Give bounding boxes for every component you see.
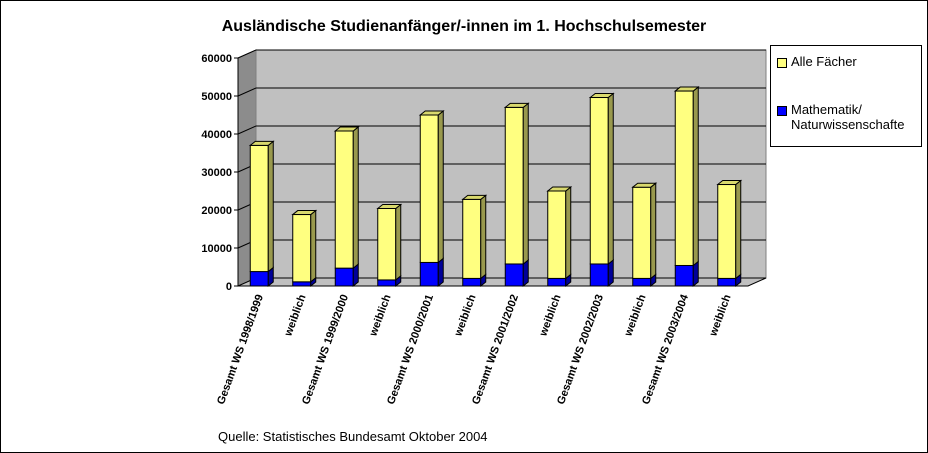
legend-item-alle-faecher: Alle Fächer: [777, 54, 926, 69]
bar-top: [716, 180, 743, 186]
bar-alle-faecher: [632, 186, 652, 279]
bar-mathematik: [674, 264, 694, 287]
chart-title: Ausländische Studienanfänger/-innen im 1…: [221, 18, 707, 35]
bar-alle-faecher-side: [480, 194, 487, 280]
bar-alle-faecher-side: [352, 125, 359, 270]
bar-top: [673, 86, 700, 92]
bar-mathematik: [334, 267, 354, 287]
bar-alle-faecher-side: [267, 140, 274, 273]
bar-top: [248, 140, 275, 146]
bar-alle-faecher: [589, 97, 609, 265]
bar-top: [588, 93, 615, 99]
bar-alle-faecher-side: [650, 182, 657, 280]
legend-label-mathematik: Mathematik/ Naturwissenschafte: [791, 102, 905, 132]
x-tick-label: Gesamt WS 2001/2002: [470, 293, 521, 406]
bar-top: [418, 110, 445, 116]
legend-item-mathematik: Mathematik/ Naturwissenschafte: [777, 102, 926, 132]
bar-alle-faecher-side: [565, 185, 572, 280]
bar-mathematik: [377, 279, 397, 287]
legend-swatch-alle-faecher: [777, 58, 787, 68]
bar-mathematik: [419, 261, 439, 287]
y-tick-label: 50000: [201, 91, 232, 103]
bar-alle-faecher-side: [395, 203, 402, 281]
x-tick-label: weiblich: [367, 293, 394, 339]
bar-mathematik: [249, 271, 269, 287]
bar-mathematik: [462, 277, 482, 287]
legend-label-alle-faecher: Alle Fächer: [791, 54, 857, 69]
bar-mathematik: [292, 281, 312, 287]
bar-alle-faecher: [547, 190, 567, 279]
bar-top: [291, 210, 318, 216]
x-tick-label: Gesamt WS 2003/2004: [640, 292, 691, 406]
x-tick-label: Gesamt WS 1998/1999: [215, 293, 266, 406]
y-tick-label: 10000: [201, 243, 232, 255]
bar-alle-faecher-side: [735, 179, 742, 280]
bar-top: [631, 182, 658, 188]
x-tick-label: Gesamt WS 2000/2001: [385, 293, 436, 406]
x-tick-label: weiblich: [537, 293, 564, 339]
bar-mathematik: [504, 263, 524, 287]
bar-alle-faecher: [504, 106, 524, 265]
bar-alle-faecher-side: [310, 209, 317, 283]
bar-top: [461, 194, 488, 200]
x-tick-label: weiblich: [707, 293, 734, 339]
x-tick-label: Gesamt WS 1999/2000: [300, 293, 351, 406]
bar-alle-faecher: [674, 90, 694, 266]
gridline: [237, 87, 766, 97]
y-tick-label: 0: [226, 281, 232, 293]
y-tick-label: 40000: [201, 129, 232, 141]
bar-mathematik: [632, 277, 652, 287]
bar-mathematik: [589, 263, 609, 287]
y-tick-label: 30000: [201, 167, 232, 179]
bar-alle-faecher-side: [437, 109, 444, 264]
bar-top: [546, 186, 573, 192]
bar-alle-faecher: [334, 130, 354, 269]
bar-mathematik-side: [437, 257, 444, 288]
bar-alle-faecher: [377, 207, 397, 281]
bar-top: [333, 126, 360, 132]
source-note: Quelle: Statistisches Bundesamt Oktober …: [218, 429, 488, 444]
bar-mathematik: [717, 277, 737, 287]
bar-top: [376, 203, 403, 209]
chart-legend: Alle Fächer Mathematik/ Naturwissenschaf…: [770, 45, 922, 147]
bar-alle-faecher: [419, 114, 439, 263]
x-tick-label: weiblich: [452, 293, 479, 339]
bar-alle-faecher-side: [522, 102, 529, 266]
gridline: [237, 49, 766, 59]
bar-alle-faecher: [292, 214, 312, 283]
bar-alle-faecher-side: [692, 86, 699, 267]
bar-top: [503, 102, 530, 108]
bar-alle-faecher-side: [607, 92, 614, 266]
x-tick-label: weiblich: [282, 293, 309, 339]
bar-alle-faecher: [717, 184, 737, 279]
bar-alle-faecher: [249, 144, 269, 273]
bar-mathematik: [547, 277, 567, 287]
x-tick-label: Gesamt WS 2002/2003: [555, 293, 606, 406]
legend-swatch-mathematik: [777, 106, 787, 116]
y-tick-label: 60000: [201, 53, 232, 65]
y-tick-label: 20000: [201, 205, 232, 217]
bar-alle-faecher: [462, 198, 482, 279]
x-tick-label: weiblich: [622, 293, 649, 339]
